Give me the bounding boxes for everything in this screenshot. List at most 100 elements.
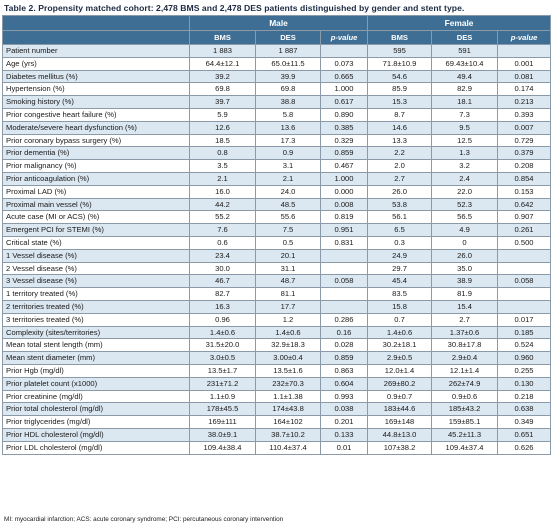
table-row: Prior creatinine (mg/dl) 1.1±0.9 1.1±1.38 0… [2,389,552,404]
row-label: Mean total stent length (mm) [2,338,190,353]
cell-female-bms: 15.8 [367,299,433,314]
cell-female-bms: 169±148 [367,415,433,429]
table-row: Complexity (sites/territories) 1.4±0.6 1.4… [2,325,552,340]
cell-female-pvalue: 0.729 [497,133,552,148]
table-row: Critical state (%) 0.6 0.5 0.831 0.3 0 0.500 [2,235,552,250]
table-row: 1 territory treated (%) 82.7 81.1 83.5 81.9 [2,287,552,301]
table-row: Prior dementia (%) 0.8 0.9 0.859 2.2 1.3 0.379 [2,146,552,161]
table-row: Prior triglycerides (mg/dl) 169±111 164±10… [2,415,552,429]
row-label: Hypertension (%) [2,82,190,97]
cell-male-des: 1.1±1.38 [255,389,321,404]
cell-female-bms: 45.4 [367,274,433,289]
cell-male-pvalue: 0.863 [319,363,369,378]
row-label: Prior Hgb (mg/dl) [2,363,190,378]
cell-male-pvalue: 0.058 [319,274,369,289]
cell-female-des: 591 [431,44,499,58]
cell-female-des: 9.5 [431,120,499,135]
cell-male-bms: 55.2 [189,210,256,225]
cell-female-des: 26.0 [431,248,499,263]
cell-male-bms: 38.0±9.1 [189,427,256,442]
cell-male-des: 48.7 [255,274,321,289]
cell-male-des: 3.00±0.4 [255,351,321,365]
table-caption: Table 2. Propensity matched cohort: 2,47… [4,3,465,13]
cell-female-pvalue: 0.081 [497,69,552,84]
cell-female-bms: 53.8 [367,197,433,212]
table-row: Emergent PCI for STEMI (%) 7.6 7.5 0.951 6.5… [2,223,552,237]
cell-female-pvalue [497,261,552,276]
cell-male-bms: 3.5 [189,159,256,173]
cell-male-bms: 12.6 [189,120,256,135]
cell-female-des: 1.3 [431,146,499,161]
cell-female-pvalue: 0.854 [497,171,552,186]
cell-female-bms: 12.0±1.4 [367,363,433,378]
cell-male-pvalue: 0.819 [319,210,369,225]
cell-female-des: 0.9±0.6 [431,389,499,404]
cell-female-des: 56.5 [431,210,499,225]
cell-female-bms: 24.9 [367,248,433,263]
cell-female-pvalue: 0.130 [497,376,552,391]
cell-female-bms: 15.3 [367,95,433,109]
row-label: Prior dementia (%) [2,146,190,161]
cell-female-bms: 0.7 [367,312,433,327]
cell-male-bms: 13.5±1.7 [189,363,256,378]
cell-female-pvalue: 0.218 [497,389,552,404]
cell-male-pvalue: 1.000 [319,171,369,186]
row-label: 2 Vessel disease (%) [2,261,190,276]
table-row: Prior platelet count (x1000) 231±71.2 232±… [2,376,552,391]
cell-female-bms: 269±80.2 [367,376,433,391]
table-row: Acute case (MI or ACS) (%) 55.2 55.6 0.819 5… [2,210,552,225]
cell-male-bms: 30.0 [189,261,256,276]
cell-female-des: 52.3 [431,197,499,212]
cell-female-bms: 6.5 [367,223,433,237]
row-label: Prior congestive heart failure (%) [2,107,190,122]
row-label: Prior coronary bypass surgery (%) [2,133,190,148]
cell-female-des: 4.9 [431,223,499,237]
cell-male-pvalue [319,261,369,276]
cell-female-pvalue: 0.058 [497,274,552,289]
cell-male-bms: 31.5±20.0 [189,338,256,353]
cell-male-des: 7.5 [255,223,321,237]
header-female: Female [367,15,552,31]
cell-male-des: 13.6 [255,120,321,135]
cell-male-des: 31.1 [255,261,321,276]
table-row: 2 Vessel disease (%) 30.0 31.1 29.7 35.0 [2,261,552,276]
cell-female-pvalue: 0.261 [497,223,552,237]
row-label: Complexity (sites/territories) [2,325,190,340]
cell-female-des: 159±85.1 [431,415,499,429]
row-label: Moderate/severe heart dysfunction (%) [2,120,190,135]
table-row: Prior congestive heart failure (%) 5.9 5.8… [2,107,552,122]
cell-female-bms: 183±44.6 [367,402,433,417]
cell-male-des: 38.7±10.2 [255,427,321,442]
cell-male-pvalue: 0.467 [319,159,369,173]
cell-male-pvalue: 0.604 [319,376,369,391]
cell-male-bms: 1 883 [189,44,256,58]
cell-female-pvalue: 0.174 [497,82,552,97]
cell-male-pvalue: 0.385 [319,120,369,135]
cell-male-des: 1.4±0.6 [255,325,321,340]
cell-female-pvalue: 0.651 [497,427,552,442]
cell-male-des: 0.5 [255,235,321,250]
cell-male-des: 232±70.3 [255,376,321,391]
cell-female-des: 109.4±37.4 [431,440,499,455]
cell-female-bms: 107±38.2 [367,440,433,455]
cell-male-des: 1 887 [255,44,321,58]
cell-male-des: 5.8 [255,107,321,122]
header-male-pvalue: p-value [319,30,369,45]
table-row: Prior HDL cholesterol (mg/dl) 38.0±9.1 38.… [2,427,552,442]
header-column-row: BMS DES p-value BMS DES p-value [2,30,552,45]
cell-male-des: 38.8 [255,95,321,109]
cell-female-bms: 595 [367,44,433,58]
cell-male-des: 1.2 [255,312,321,327]
table-row: Moderate/severe heart dysfunction (%) 12.… [2,120,552,135]
cell-male-bms: 82.7 [189,287,256,301]
row-label: Smoking history (%) [2,95,190,109]
cell-male-des: 17.7 [255,299,321,314]
cell-female-bms: 85.9 [367,82,433,97]
cell-female-bms: 26.0 [367,184,433,199]
cell-male-bms: 23.4 [189,248,256,263]
cell-male-des: 13.5±1.6 [255,363,321,378]
cell-female-pvalue [497,44,552,58]
row-label: Diabetes mellitus (%) [2,69,190,84]
cell-female-bms: 1.4±0.6 [367,325,433,340]
cell-male-des: 24.0 [255,184,321,199]
